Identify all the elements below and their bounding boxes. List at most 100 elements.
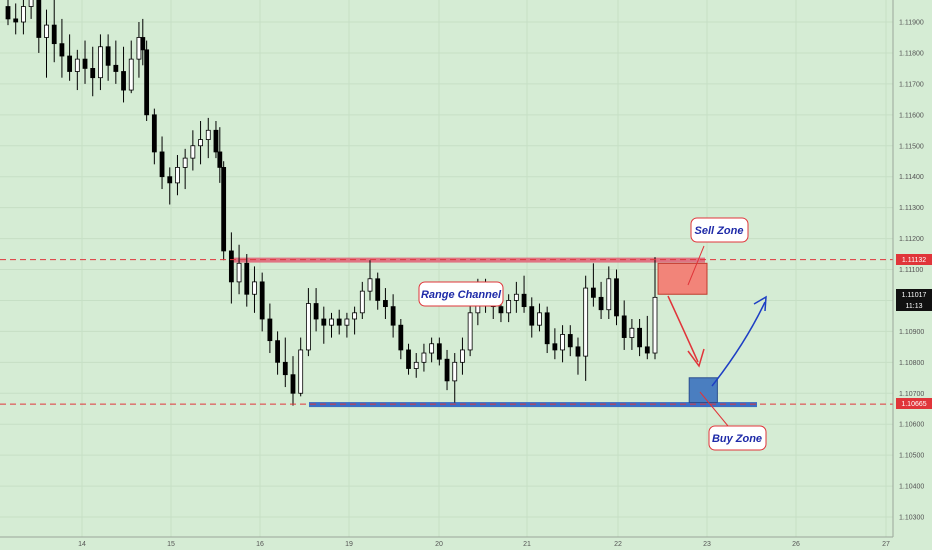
candle-body [352, 312, 358, 320]
sell-arrow [667, 295, 699, 363]
candle [429, 337, 435, 363]
candle [182, 148, 188, 190]
candle-body [267, 318, 273, 342]
candle-body [36, 0, 42, 38]
candle [390, 294, 396, 338]
candle-body [498, 306, 504, 314]
candle-body [567, 334, 573, 348]
candle-body [429, 343, 435, 354]
candle [44, 9, 49, 78]
candle-body [282, 361, 288, 376]
x-tick-label: 15 [167, 541, 175, 548]
candle-body [198, 139, 203, 147]
candle [359, 281, 365, 319]
y-tick-label: 1.10300 [899, 515, 924, 522]
y-tick-label: 1.10500 [899, 453, 924, 460]
candle [21, 0, 26, 35]
candle-body [90, 68, 96, 79]
y-tick-label: 1.11100 [899, 267, 923, 274]
candle-body [67, 55, 73, 72]
candle-body [421, 352, 427, 363]
candle [305, 288, 311, 357]
candle-body [298, 349, 304, 394]
candle [321, 306, 327, 344]
candle [398, 319, 404, 360]
candle [221, 161, 227, 261]
candle-body [313, 303, 319, 320]
candle-body [406, 349, 411, 369]
candle-body [151, 114, 157, 153]
candle [5, 0, 11, 26]
candle [513, 281, 519, 313]
candle-body [74, 58, 80, 72]
y-tick-label: 1.11400 [899, 174, 924, 181]
candle [236, 244, 242, 295]
candle [606, 266, 612, 319]
candle-body [336, 318, 342, 326]
candle-body [513, 293, 519, 301]
candle-body [13, 18, 19, 23]
range-channel-label: Range Channel [421, 289, 502, 301]
x-tick-label: 16 [256, 541, 264, 548]
candle [275, 331, 280, 375]
candle-body [544, 312, 550, 345]
candle [51, 0, 57, 63]
candle-body [221, 167, 227, 252]
candle [436, 337, 442, 366]
candle [375, 272, 381, 310]
candle-body [5, 6, 11, 20]
candle-body [460, 349, 465, 363]
countdown-badge: 11:13 [906, 303, 923, 310]
x-tick-label: 20 [435, 541, 443, 548]
sell-callout-pointer [687, 245, 705, 286]
candle-body [275, 340, 280, 363]
arrows [667, 245, 767, 427]
candle-body [590, 287, 596, 298]
y-tick-label: 1.11500 [899, 143, 924, 150]
candle-body [413, 361, 419, 369]
candle-body [375, 278, 381, 301]
candle [537, 303, 542, 332]
candle [406, 343, 411, 375]
candle-body [321, 318, 327, 326]
candle [598, 281, 604, 319]
candle [217, 127, 223, 183]
candle [82, 40, 88, 84]
candle [452, 353, 458, 403]
candle-body [606, 278, 612, 311]
candle-body [344, 318, 350, 326]
candle [290, 356, 296, 406]
candle [413, 353, 419, 378]
candle [252, 266, 257, 313]
candle-body [190, 145, 196, 159]
candle [144, 40, 150, 121]
candle [352, 306, 358, 335]
candle [637, 319, 642, 357]
candle-body [182, 157, 188, 168]
candle [444, 349, 450, 391]
candle [313, 288, 319, 332]
candle-body [244, 262, 250, 295]
x-tick-label: 26 [792, 541, 800, 548]
candle-body [144, 49, 150, 116]
candle-body [644, 346, 650, 354]
candle-body [82, 58, 88, 69]
candle [121, 46, 126, 103]
candle-body [652, 296, 658, 354]
candle [298, 337, 304, 397]
y-tick-label: 1.11300 [899, 205, 924, 212]
candle [36, 0, 42, 53]
candle [282, 337, 288, 388]
candle-body [236, 262, 242, 283]
level-lines [0, 259, 893, 405]
y-tick-label: 1.11200 [899, 236, 924, 243]
candle-body [452, 361, 458, 382]
buy-zone-label-box [708, 425, 767, 451]
candle-body [121, 71, 126, 91]
candle [467, 303, 473, 357]
range-channel-top [229, 257, 705, 263]
support-badge-bg [896, 398, 932, 409]
candle-body [28, 0, 34, 7]
